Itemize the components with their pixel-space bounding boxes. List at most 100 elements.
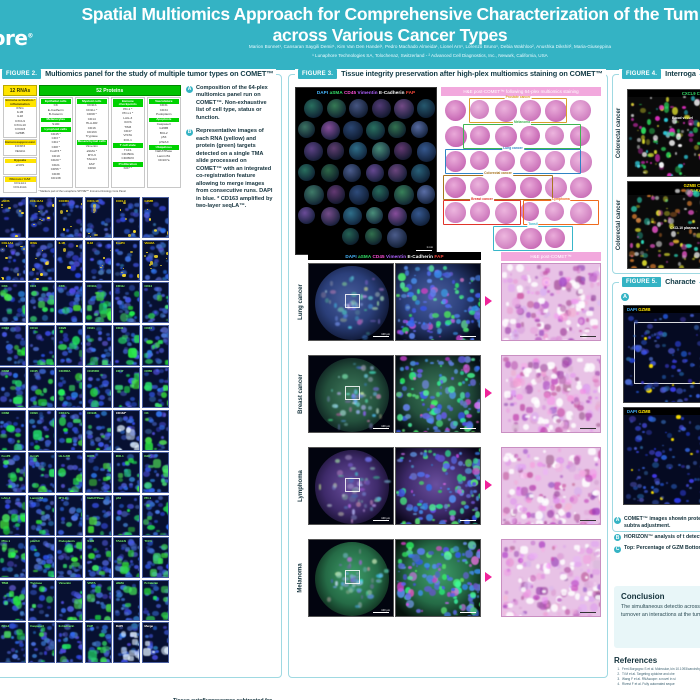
if-image-cell[interactable]: BCL2 xyxy=(0,622,27,663)
if-image-cell[interactable]: COL11A1 xyxy=(27,197,55,238)
tma-core-if[interactable] xyxy=(410,120,428,138)
tma-core-he[interactable] xyxy=(570,100,591,121)
tma-core-if[interactable] xyxy=(410,163,431,184)
tma-core-he[interactable] xyxy=(445,125,467,148)
tma-core-he[interactable] xyxy=(545,125,565,145)
tma-core-he[interactable] xyxy=(445,100,467,122)
tma-core-he[interactable] xyxy=(495,125,517,148)
if-image-cell[interactable]: CD19 xyxy=(27,324,55,366)
if-image-cell[interactable]: CD3 xyxy=(0,282,27,323)
tma-core-he[interactable] xyxy=(470,176,490,196)
tma-core-he[interactable] xyxy=(495,151,515,171)
if-zoom-image[interactable] xyxy=(395,263,481,341)
tma-core-if[interactable] xyxy=(371,99,391,119)
tma-core-if[interactable] xyxy=(394,99,414,119)
if-image-cell[interactable]: CD31 xyxy=(113,324,141,366)
tma-core-if[interactable] xyxy=(388,120,406,139)
if-image-cell[interactable]: FoxP3 xyxy=(113,239,141,281)
if-image-cell[interactable]: IL18 xyxy=(84,239,112,281)
tma-core-he[interactable] xyxy=(520,151,542,173)
tma-core-he[interactable] xyxy=(445,176,467,198)
if-image-cell[interactable]: CD45RA xyxy=(56,367,84,408)
tma-core-if[interactable] xyxy=(349,99,368,118)
tma-core-he[interactable] xyxy=(545,176,567,199)
if-image-cell[interactable]: CD138 xyxy=(84,409,112,451)
tma-core-if[interactable] xyxy=(342,228,360,246)
tma-core-if[interactable] xyxy=(343,163,362,182)
if-image-cell[interactable]: CD14 xyxy=(141,282,169,323)
if-image-cell[interactable]: Podoplanin xyxy=(56,537,84,578)
if-image-cell[interactable]: PD-L1 xyxy=(0,537,27,578)
tma-core-if[interactable] xyxy=(298,120,316,138)
if-image-cell[interactable]: CD45 xyxy=(27,367,55,408)
if-core-overview[interactable]: 100 µm xyxy=(308,539,394,617)
tma-core-he[interactable] xyxy=(495,100,517,122)
if-image-cell[interactable]: CXCL10 xyxy=(84,197,112,238)
if-image-cell[interactable]: CD11b xyxy=(84,282,112,323)
tma-core-he[interactable] xyxy=(545,227,566,248)
tma-core-if[interactable] xyxy=(371,142,391,161)
if-image-cell[interactable]: COL1A1 xyxy=(0,239,27,281)
tma-core-if[interactable] xyxy=(416,185,436,204)
tma-core-he[interactable] xyxy=(445,202,466,223)
if-image-cell[interactable]: IFNG xyxy=(27,239,55,281)
tma-core-he[interactable] xyxy=(470,100,490,120)
tma-core-if[interactable] xyxy=(343,120,363,141)
roi-box[interactable] xyxy=(345,570,360,584)
tma-core-if[interactable] xyxy=(365,206,384,225)
if-image-cell[interactable]: IDO-1 xyxy=(113,452,141,493)
if-image-cell[interactable]: IL1B xyxy=(56,239,84,281)
if-image-cell[interactable]: CD45RO xyxy=(84,367,112,408)
if-image-cell[interactable]: CD20 xyxy=(56,324,84,366)
if-image-cell[interactable]: CK xyxy=(141,409,169,451)
tma-core-he[interactable] xyxy=(495,202,517,224)
if-image-cell[interactable]: CD38 xyxy=(0,367,27,408)
tma-core-if[interactable] xyxy=(320,206,341,227)
if-image-cell[interactable]: CD8 xyxy=(56,282,84,323)
roi-box[interactable] xyxy=(345,294,360,308)
tma-core-if[interactable] xyxy=(298,163,316,181)
if-image-cell[interactable]: ICOS xyxy=(84,452,112,493)
if-image-cell[interactable]: Caspase3 xyxy=(27,622,55,663)
if-zoom-image[interactable] xyxy=(395,355,481,433)
if-image-cell[interactable]: CXCR3 xyxy=(56,197,84,238)
if-image-cell[interactable]: CD16 xyxy=(0,324,27,366)
if-image-cell[interactable]: LAG-3 xyxy=(0,494,27,536)
tma-core-he[interactable] xyxy=(570,176,592,199)
if-image-cell[interactable]: DAPI xyxy=(113,622,141,663)
tma-core-he[interactable] xyxy=(495,227,517,249)
if-image-cell[interactable]: TAGLN xyxy=(113,537,141,578)
if-image-cell[interactable]: PD-1 xyxy=(141,494,169,536)
tma-core-if[interactable] xyxy=(371,185,389,203)
he-zoom-image[interactable] xyxy=(501,355,601,433)
tma-core-if[interactable] xyxy=(364,228,382,246)
if-image-cell[interactable]: CD56 xyxy=(141,367,169,408)
tma-core-if[interactable] xyxy=(388,206,408,226)
if-image-cell[interactable]: CD90 xyxy=(27,409,55,451)
tma-core-he[interactable] xyxy=(495,176,517,198)
if-image-cell[interactable]: GzmB xyxy=(27,452,55,493)
if-image-cell[interactable]: p53 xyxy=(113,494,141,536)
if-image-cell[interactable]: Merge xyxy=(141,622,169,663)
if-image-cell[interactable]: Lamin B1 xyxy=(27,494,55,536)
tma-core-he[interactable] xyxy=(545,100,567,122)
tma-core-he[interactable] xyxy=(445,151,467,173)
tma-core-he[interactable] xyxy=(470,202,490,222)
if-image-cell[interactable]: CD163* xyxy=(113,409,141,451)
tma-core-he[interactable] xyxy=(545,151,565,171)
he-zoom-image[interactable] xyxy=(501,263,601,341)
tma-core-he[interactable] xyxy=(520,227,542,250)
tma-core-if[interactable] xyxy=(410,206,430,226)
tma-core-if[interactable] xyxy=(394,185,414,205)
if-image-cell[interactable]: CD34 xyxy=(141,324,169,366)
if-core-overview[interactable]: 100 µm xyxy=(308,263,394,341)
tma-core-he[interactable] xyxy=(520,100,541,121)
if-image-cell[interactable]: eNOS xyxy=(0,197,27,238)
tma-core-if[interactable] xyxy=(298,206,316,224)
tma-core-if[interactable] xyxy=(320,120,341,141)
if-image-cell[interactable]: FoxP3 xyxy=(0,452,27,493)
if-image-cell[interactable]: Vimentin xyxy=(56,579,84,621)
he-zoom-image[interactable] xyxy=(501,539,601,617)
tma-core-he[interactable] xyxy=(520,176,542,198)
if-image-cell[interactable]: CD68 xyxy=(0,409,27,451)
